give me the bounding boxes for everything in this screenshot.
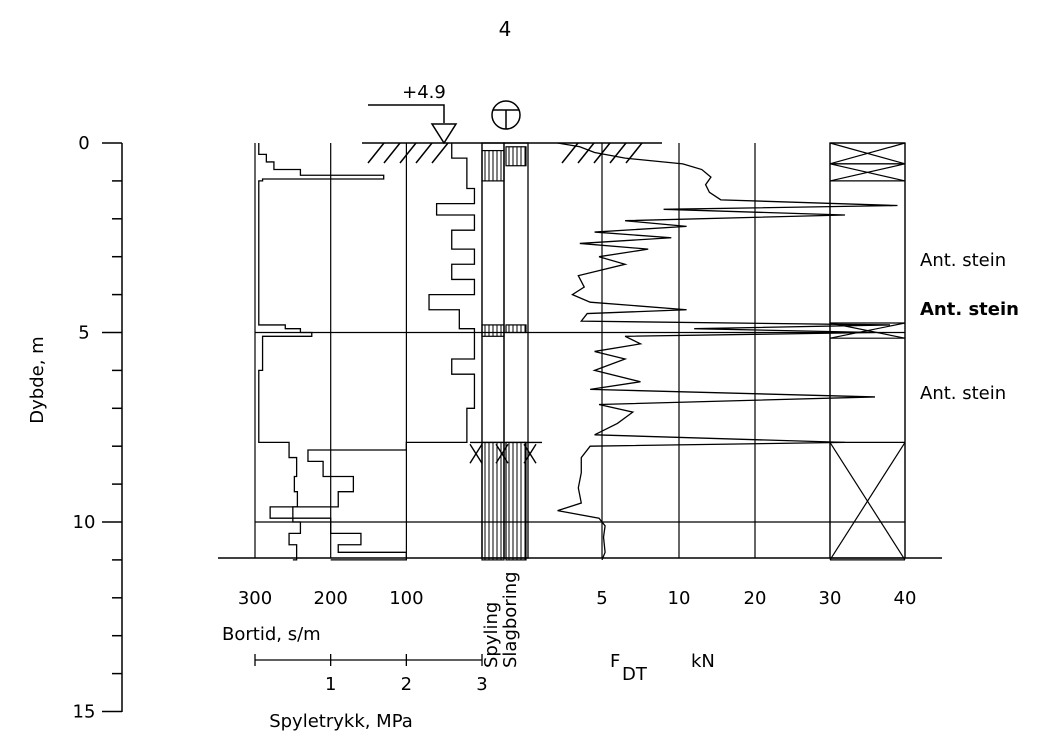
fdt-axis-label-main: F bbox=[610, 651, 620, 672]
borehole-symbol-icon bbox=[491, 100, 521, 130]
ground-hatch-line bbox=[609, 142, 627, 164]
slagboring-label: Slagboring bbox=[500, 571, 521, 668]
fdt-tick-label: 10 bbox=[668, 588, 691, 609]
method-x-mark bbox=[523, 443, 537, 464]
bortid-series-line bbox=[258, 143, 385, 561]
soil-layer-cross bbox=[829, 322, 906, 339]
annotation-stone-3: Ant. stein bbox=[920, 383, 1006, 404]
depth-tick-label: 5 bbox=[78, 323, 89, 344]
ground-hatch-line bbox=[383, 142, 401, 164]
spyletrykk-tick-label: 3 bbox=[476, 674, 487, 695]
right-panel-grid bbox=[601, 143, 906, 558]
spyletrykk-tick-label: 2 bbox=[401, 674, 412, 695]
right-panel: 5 10 20 30 40 F DT kN bbox=[557, 142, 916, 685]
fdt-tick-labels: 5 10 20 30 40 bbox=[596, 588, 916, 609]
slagboring-column bbox=[503, 142, 529, 559]
elevation-value: +4.9 bbox=[402, 82, 446, 103]
fdt-series-line bbox=[557, 142, 898, 561]
depth-axis-label: Dybde, m bbox=[27, 336, 48, 423]
elevation-marker: +4.9 bbox=[368, 82, 458, 145]
spyletrykk-series-line bbox=[269, 143, 476, 561]
fdt-tick-label: 30 bbox=[819, 588, 842, 609]
method-block bbox=[481, 324, 505, 337]
soil-layer-cross bbox=[829, 442, 906, 561]
method-column-hatching bbox=[469, 146, 542, 561]
fdt-tick-label: 5 bbox=[596, 588, 607, 609]
left-panel: 300 200 100 Bortid, s/m 1 2 3 Spyletrykk, MP… bbox=[222, 143, 905, 732]
elevation-leader-line bbox=[368, 104, 445, 123]
ground-hatch-line bbox=[367, 142, 385, 164]
annotation-stone-2: Ant. stein bbox=[920, 299, 1019, 320]
soil-layer-cross bbox=[829, 142, 906, 165]
method-block bbox=[505, 146, 527, 167]
elevation-triangle-icon bbox=[430, 123, 458, 145]
spyling-label: Spyling bbox=[481, 602, 502, 668]
depth-tick-label: 0 bbox=[78, 133, 89, 154]
soil-layer-cross bbox=[829, 163, 906, 182]
spyletrykk-axis-label: Spyletrykk, MPa bbox=[269, 711, 413, 732]
fdt-axis-label-sub: DT bbox=[622, 664, 648, 685]
method-x-mark bbox=[495, 443, 509, 464]
bortid-axis-label: Bortid, s/m bbox=[222, 624, 321, 645]
depth-tick-label: 15 bbox=[73, 702, 96, 723]
soil-layer-column bbox=[829, 142, 906, 561]
bortid-tick-label: 300 bbox=[238, 588, 272, 609]
annotation-stone-1: Ant. stein bbox=[920, 250, 1006, 271]
fdt-tick-label: 20 bbox=[744, 588, 767, 609]
page-number: 4 bbox=[499, 17, 512, 41]
method-x-mark bbox=[469, 443, 483, 464]
annotations: Ant. stein Ant. stein Ant. stein bbox=[920, 250, 1019, 404]
ground-hatch-line bbox=[415, 142, 433, 164]
method-block bbox=[481, 149, 505, 182]
spyletrykk-tick-label: 1 bbox=[325, 674, 336, 695]
depth-ticks: 0 5 10 15 bbox=[73, 133, 122, 723]
method-columns: Spyling Slagboring bbox=[469, 142, 542, 668]
ground-hatch-line bbox=[625, 142, 643, 164]
ground-hatch-line bbox=[431, 142, 449, 164]
fdt-tick-label: 40 bbox=[894, 588, 917, 609]
bortid-tick-label: 200 bbox=[314, 588, 348, 609]
ground-hatch-line bbox=[577, 142, 595, 164]
spyletrykk-tick-labels: 1 2 3 bbox=[254, 654, 488, 695]
bortid-tick-label: 100 bbox=[389, 588, 423, 609]
depth-tick-label: 10 bbox=[73, 512, 96, 533]
bortid-tick-labels: 300 200 100 bbox=[238, 588, 424, 609]
method-block bbox=[505, 324, 527, 334]
ground-hatch-line bbox=[399, 142, 417, 164]
fdt-axis-unit: kN bbox=[691, 651, 715, 672]
